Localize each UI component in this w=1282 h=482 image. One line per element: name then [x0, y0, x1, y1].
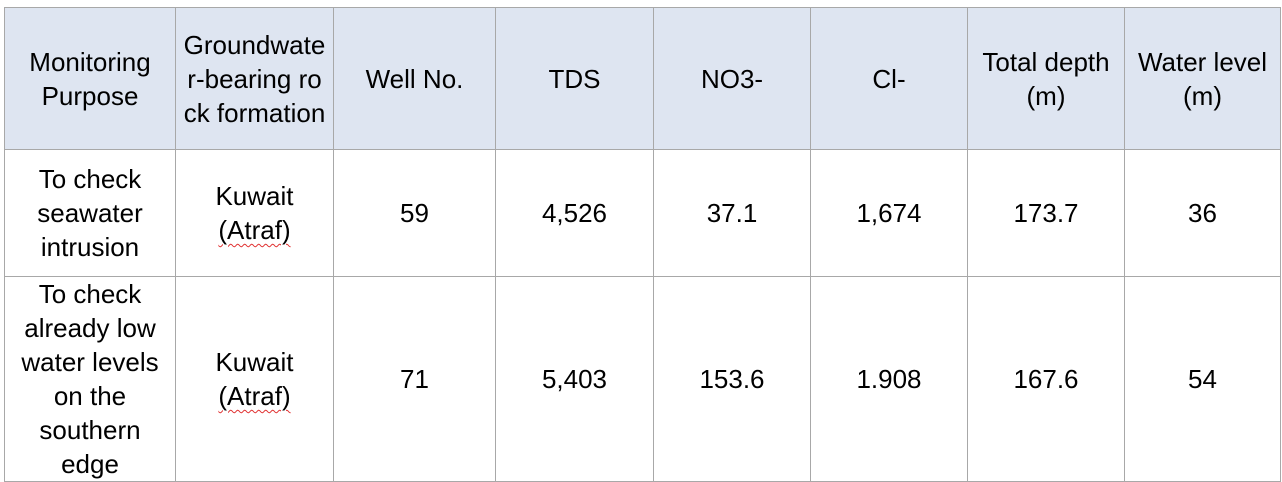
header-well-no: Well No. — [333, 7, 496, 150]
header-water-level: Water level (m) — [1124, 7, 1281, 150]
header-tds-text: TDS — [548, 63, 601, 94]
cell-total-depth: 173.7 — [967, 149, 1125, 277]
cell-well-no-text: 71 — [400, 364, 429, 394]
cell-water-level: 54 — [1124, 276, 1281, 482]
header-cl: Cl- — [810, 7, 968, 150]
header-no3-text: NO3- — [700, 63, 764, 94]
cell-cl: 1.908 — [810, 276, 968, 482]
cell-tds: 5,403 — [495, 276, 654, 482]
header-well-no-text: Well No. — [365, 63, 464, 94]
header-row: Monitoring Purpose Groundwater-bearing r… — [4, 7, 1281, 150]
cell-total-depth-text: 167.6 — [1013, 364, 1079, 394]
cell-no3: 153.6 — [653, 276, 811, 482]
header-monitoring-purpose: Monitoring Purpose — [4, 7, 176, 150]
cell-no3: 37.1 — [653, 149, 811, 277]
header-rock-formation: Groundwater-bearing rock formation — [175, 7, 334, 150]
cell-tds: 4,526 — [495, 149, 654, 277]
header-monitoring-purpose-text: Monitoring Purpose — [29, 46, 151, 111]
header-tds: TDS — [495, 7, 654, 150]
header-cl-text: Cl- — [872, 63, 906, 94]
cell-formation-sub: (Atraf) — [218, 215, 291, 245]
cell-cl-text: 1.908 — [856, 364, 922, 394]
cell-total-depth-text: 173.7 — [1013, 198, 1079, 228]
cell-tds-text: 5,403 — [541, 364, 608, 394]
cell-water-level: 36 — [1124, 149, 1281, 277]
table-row: To check seawater intrusion Kuwait (Atra… — [4, 149, 1281, 277]
cell-formation-sub: (Atraf) — [218, 381, 291, 411]
cell-cl-text: 1,674 — [856, 198, 922, 228]
cell-well-no-text: 59 — [400, 198, 429, 228]
cell-well-no: 71 — [333, 276, 496, 482]
header-no3: NO3- — [653, 7, 811, 150]
table-body: To check seawater intrusion Kuwait (Atra… — [4, 149, 1281, 482]
cell-no3-text: 37.1 — [706, 198, 758, 228]
cell-formation-name: Kuwait — [215, 347, 294, 377]
cell-total-depth: 167.6 — [967, 276, 1125, 482]
cell-tds-text: 4,526 — [541, 198, 608, 228]
groundwater-monitoring-table: Monitoring Purpose Groundwater-bearing r… — [4, 7, 1281, 482]
cell-no3-text: 153.6 — [699, 364, 765, 394]
cell-well-no: 59 — [333, 149, 496, 277]
header-rock-formation-text: Groundwater-bearing rock formation — [183, 29, 326, 128]
cell-purpose-text: To check seawater intrusion — [37, 164, 143, 262]
header-total-depth-text: Total depth (m) — [982, 46, 1110, 111]
cell-purpose: To check seawater intrusion — [4, 149, 176, 277]
cell-water-level-text: 36 — [1188, 198, 1217, 228]
cell-purpose-text: To check already low water levels on the… — [21, 279, 159, 479]
cell-water-level-text: 54 — [1188, 364, 1217, 394]
cell-purpose: To check already low water levels on the… — [4, 276, 176, 482]
header-water-level-text: Water level (m) — [1137, 46, 1268, 111]
table-header: Monitoring Purpose Groundwater-bearing r… — [4, 7, 1281, 150]
cell-cl: 1,674 — [810, 149, 968, 277]
header-total-depth: Total depth (m) — [967, 7, 1125, 150]
cell-formation: Kuwait (Atraf) — [175, 149, 334, 277]
table-row: To check already low water levels on the… — [4, 276, 1281, 482]
cell-formation: Kuwait (Atraf) — [175, 276, 334, 482]
cell-formation-name: Kuwait — [215, 181, 294, 211]
